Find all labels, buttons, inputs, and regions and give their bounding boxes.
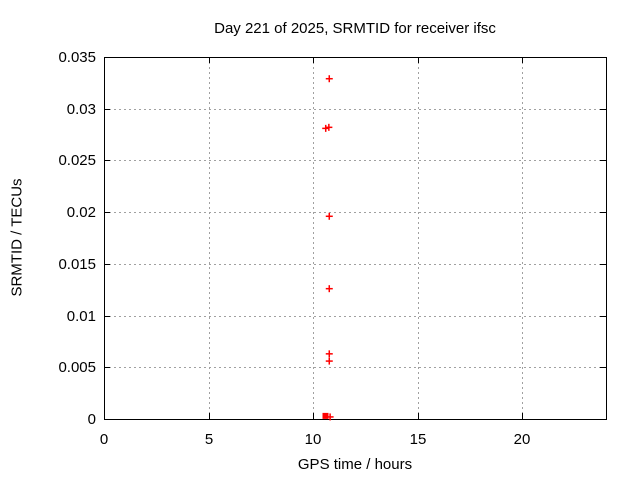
y-tick-label: 0 bbox=[88, 411, 96, 428]
y-tick-label: 0.015 bbox=[58, 256, 96, 273]
y-tick-label: 0.03 bbox=[67, 101, 96, 118]
data-point-square bbox=[322, 412, 329, 419]
x-tick-label: 0 bbox=[100, 431, 108, 448]
y-tick-label: 0.01 bbox=[67, 308, 96, 325]
plot-border bbox=[104, 57, 607, 420]
x-axis-label: GPS time / hours bbox=[297, 456, 413, 473]
y-axis-label: SRMTID / TECUs bbox=[8, 178, 26, 297]
chart-title: Day 221 of 2025, SRMTID for receiver ifs… bbox=[214, 20, 496, 37]
y-tick-label: 0.025 bbox=[58, 152, 96, 169]
y-tick-label: 0.035 bbox=[58, 49, 96, 66]
y-tick-label: 0.02 bbox=[67, 204, 96, 221]
x-tick-label: 10 bbox=[305, 431, 322, 448]
y-tick-label: 0.005 bbox=[58, 359, 96, 376]
x-tick-label: 15 bbox=[410, 431, 427, 448]
x-tick-label: 5 bbox=[205, 431, 213, 448]
x-tick-label: 20 bbox=[514, 431, 531, 448]
